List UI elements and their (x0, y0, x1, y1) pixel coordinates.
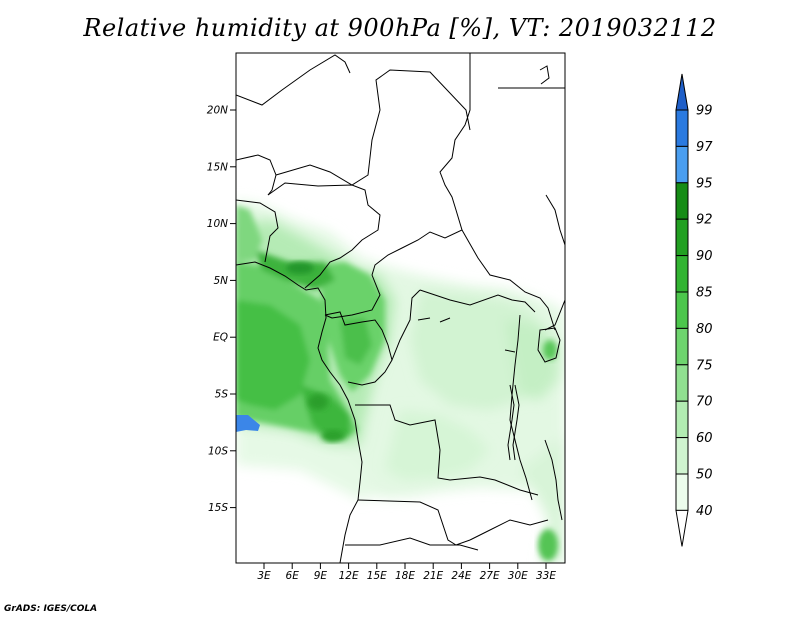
lat-label: 15S (208, 502, 228, 514)
map-frame (235, 52, 566, 564)
algeria-libya-border (236, 54, 351, 106)
drc-car-border (419, 289, 536, 313)
angola-zambia-border (357, 499, 471, 546)
colorbar-segment (675, 473, 689, 511)
chad-sudan-border (371, 53, 471, 276)
lat-label: 15N (207, 161, 228, 173)
lon-label: 15E (367, 570, 387, 582)
atlantic-coastline (236, 261, 363, 563)
zambia-zimbabwe-border (469, 519, 549, 541)
west-africa-border (236, 53, 279, 263)
lat-label: 10N (207, 218, 228, 230)
colorbar-level-label: 85 (696, 286, 713, 301)
lon-label: 6E (286, 570, 300, 582)
lat-label: 10S (208, 445, 228, 457)
humidity-97-patch (236, 415, 260, 432)
colorbar-segment (675, 364, 689, 402)
colorbar-segment (675, 400, 689, 439)
colorbar-level-label: 70 (696, 395, 713, 410)
colorbar-segment (675, 327, 689, 366)
colorbar-level-label: 50 (696, 468, 713, 483)
humidity-field (236, 200, 565, 563)
colorbar-segment (675, 218, 689, 257)
sudan-ethiopia-border (545, 194, 565, 246)
lon-label: 21E (423, 570, 443, 582)
colorbar-segment (675, 291, 689, 329)
lake-tanganyika-west (507, 384, 515, 461)
latitude-ticks: 20N 15N 10N 5N EQ 5S 10S 15S (207, 105, 236, 514)
niger-border-west (236, 154, 277, 196)
lon-label: 24E (451, 570, 471, 582)
lon-label: 27E (480, 570, 500, 582)
colorbar-level-label: 95 (696, 176, 713, 191)
cameroon-car-border (324, 274, 381, 319)
congo-gabon-border (324, 311, 393, 386)
colorbar-level-label: 40 (696, 504, 713, 519)
colorbar-level-label: 80 (696, 322, 713, 337)
lat-label: 20N (207, 105, 228, 117)
lon-label: 12E (339, 570, 359, 582)
niger-chad-border (275, 69, 471, 186)
lake-tanganyika-east (512, 384, 520, 461)
lat-label: EQ (213, 332, 228, 344)
colorbar-segment (675, 182, 689, 220)
footer-credit: GrADS: IGES/COLA (4, 604, 98, 614)
colorbar-top-arrow (675, 73, 689, 111)
colorbar-level-label: 97 (696, 140, 713, 155)
humidity-peaks (236, 262, 558, 561)
map-area: 20N 15N 10N 5N EQ 5S 10S 15S 3E 6E 9E 12E 15E 18E 21E… (207, 52, 566, 582)
car-sudan-border (461, 229, 556, 331)
nigeria-border (267, 182, 381, 289)
lat-label: 5S (215, 389, 229, 401)
lon-label: 3E (257, 570, 271, 582)
longitude-ticks: 3E 6E 9E 12E 15E 18E 21E 24E 27E 30E 33E (257, 563, 556, 582)
colorbar: 99 97 95 92 90 85 80 75 70 60 50 40 (675, 73, 713, 547)
river-segments (417, 317, 516, 353)
chart-title: Relative humidity at 900hPa [%], VT: 201… (83, 14, 717, 42)
lake-victoria (537, 327, 561, 363)
colorbar-segment (675, 437, 689, 475)
lon-label: 18E (395, 570, 415, 582)
colorbar-level-label: 75 (696, 358, 713, 373)
colorbar-segment (675, 255, 689, 293)
congo-drc-river-border (391, 289, 421, 361)
colorbar-segment (675, 145, 689, 184)
colorbar-level-label: 90 (696, 249, 713, 264)
kenya-uganda-border (544, 299, 565, 331)
lat-label: 5N (213, 275, 228, 287)
colorbar-level-label: 99 (696, 104, 713, 119)
boundaries (236, 53, 565, 563)
drc-angola-zambia-border (355, 404, 539, 496)
colorbar-level-label: 92 (696, 213, 713, 228)
colorbar-bottom-arrow (675, 509, 689, 547)
drc-east-border (509, 314, 533, 501)
lon-label: 30E (508, 570, 528, 582)
lon-label: 33E (536, 570, 556, 582)
lake-malawi (544, 439, 563, 521)
red-sea-coast (539, 65, 550, 85)
colorbar-segment (675, 109, 689, 147)
lon-label: 9E (314, 570, 328, 582)
namibia-border (345, 537, 479, 551)
colorbar-level-label: 60 (696, 431, 713, 446)
